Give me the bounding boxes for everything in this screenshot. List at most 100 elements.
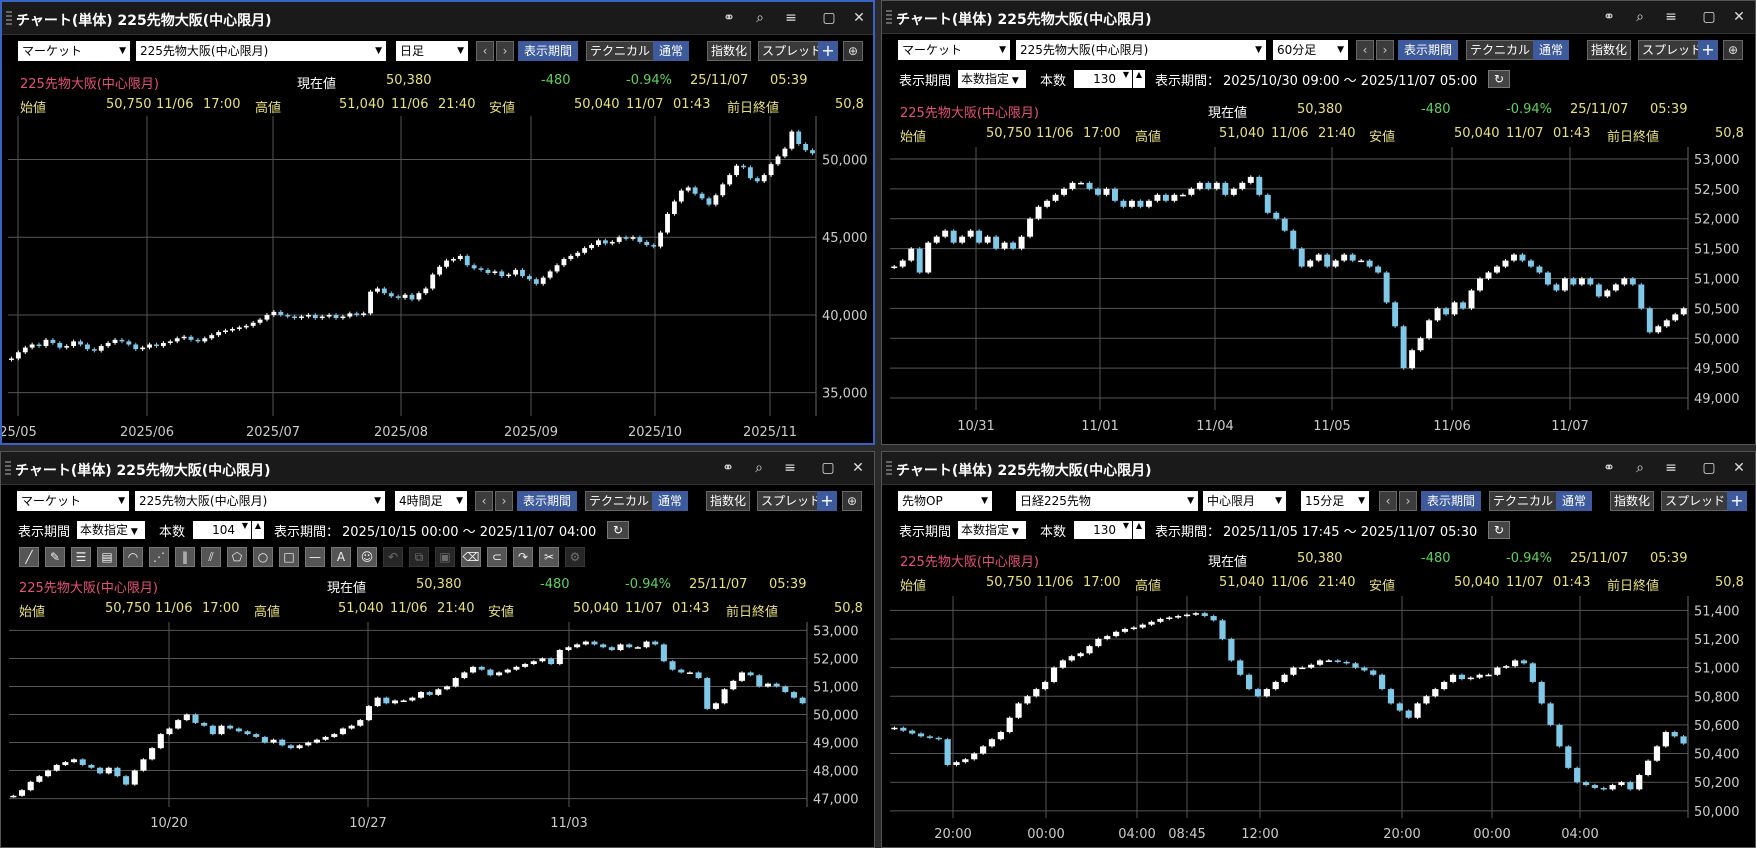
undo-icon[interactable]: ↶ bbox=[383, 547, 403, 567]
add-icon[interactable]: + bbox=[817, 491, 837, 511]
restore-icon[interactable]: ▢ bbox=[822, 10, 836, 26]
menu-icon[interactable]: ≡ bbox=[1665, 460, 1677, 476]
redo-icon[interactable]: ↷ bbox=[513, 547, 533, 567]
zoom-icon[interactable]: ⊕ bbox=[843, 41, 863, 61]
titlebar[interactable]: チャート(単体) 225先物大阪(中心限月) ⚭ ⌕ ≡ ▢ ✕ bbox=[882, 1, 1755, 34]
count-stepper-up[interactable]: ▲ bbox=[252, 521, 264, 539]
line-tool-icon[interactable]: ╱ bbox=[19, 547, 39, 567]
interval-select[interactable]: 4時間足 bbox=[395, 491, 467, 511]
zoom-icon[interactable]: ⊕ bbox=[842, 491, 862, 511]
normal-button[interactable]: 通常 bbox=[1556, 491, 1593, 511]
menu-icon[interactable]: ≡ bbox=[1665, 9, 1677, 25]
count-stepper-up[interactable]: ▲ bbox=[1133, 70, 1145, 88]
link-icon[interactable]: ⚭ bbox=[722, 460, 734, 476]
add-icon[interactable]: + bbox=[1727, 491, 1747, 511]
market-select[interactable]: マーケット bbox=[18, 41, 130, 61]
pencil-tool-icon[interactable]: ✎ bbox=[45, 547, 65, 567]
drag-grip-icon[interactable] bbox=[6, 11, 12, 27]
pentagon-tool-icon[interactable]: ⬠ bbox=[227, 547, 247, 567]
symbol-select[interactable]: 225先物大阪(中心限月) bbox=[136, 41, 386, 61]
prev-icon[interactable]: ‹ bbox=[1379, 491, 1397, 511]
count-stepper[interactable]: ▼ bbox=[1120, 521, 1132, 539]
count-stepper[interactable]: ▼ bbox=[1120, 70, 1132, 88]
close-icon[interactable]: ✕ bbox=[853, 10, 865, 26]
channel-tool-icon[interactable]: ⫽ bbox=[201, 547, 221, 567]
reload-icon[interactable]: ↻ bbox=[607, 521, 629, 539]
index-button[interactable]: 指数化 bbox=[1587, 40, 1632, 60]
period-mode-select[interactable]: 本数指定 bbox=[77, 521, 145, 539]
drag-grip-icon[interactable] bbox=[886, 10, 892, 26]
magnet-icon[interactable]: ⊂ bbox=[487, 547, 507, 567]
reload-icon[interactable]: ↻ bbox=[1488, 70, 1510, 88]
interval-select[interactable]: 15分足 bbox=[1301, 491, 1369, 511]
add-icon[interactable]: + bbox=[818, 41, 838, 61]
interval-select[interactable]: 60分足 bbox=[1273, 40, 1348, 60]
spread-button[interactable]: スプレッド bbox=[757, 491, 826, 511]
drag-grip-icon[interactable] bbox=[5, 461, 11, 477]
technical-button[interactable]: テクニカル bbox=[585, 491, 654, 511]
index-button[interactable]: 指数化 bbox=[707, 41, 752, 61]
search-icon[interactable]: ⌕ bbox=[1636, 9, 1644, 25]
close-icon[interactable]: ✕ bbox=[852, 460, 864, 476]
zoom-icon[interactable]: ⊕ bbox=[1723, 40, 1743, 60]
link-icon[interactable]: ⚭ bbox=[1603, 460, 1615, 476]
link-icon[interactable]: ⚭ bbox=[1603, 9, 1615, 25]
count-stepper-up[interactable]: ▲ bbox=[1133, 521, 1145, 539]
month-select[interactable]: 中心限月 bbox=[1203, 491, 1286, 511]
link-icon[interactable]: ⚭ bbox=[723, 10, 735, 26]
market-select[interactable]: マーケット bbox=[898, 40, 1010, 60]
text-tool-icon[interactable]: A bbox=[331, 547, 351, 567]
search-icon[interactable]: ⌕ bbox=[756, 10, 764, 26]
candlestick-chart[interactable]: 50,000 50,200 50,400 50,600 50,800 51,000 51,2… bbox=[882, 596, 1755, 847]
index-button[interactable]: 指数化 bbox=[1610, 491, 1655, 511]
search-icon[interactable]: ⌕ bbox=[755, 460, 763, 476]
restore-icon[interactable]: ▢ bbox=[1702, 460, 1716, 476]
period-mode-select[interactable]: 本数指定 bbox=[958, 521, 1026, 539]
interval-select[interactable]: 日足 bbox=[396, 41, 468, 61]
candlestick-chart[interactable]: 35,000 40,000 45,000 50,000 25/05 2025/06 2025… bbox=[2, 116, 873, 445]
next-icon[interactable]: › bbox=[496, 41, 514, 61]
period-button[interactable]: 表示期間 bbox=[517, 491, 578, 511]
next-icon[interactable]: › bbox=[1399, 491, 1417, 511]
hline-tool-icon[interactable]: — bbox=[305, 547, 325, 567]
count-input[interactable]: 130 bbox=[1074, 70, 1120, 88]
grid-tool-icon[interactable]: ▤ bbox=[97, 547, 117, 567]
period-button[interactable]: 表示期間 bbox=[518, 41, 579, 61]
spread-button[interactable]: スプレッド bbox=[1661, 491, 1730, 511]
menu-icon[interactable]: ≡ bbox=[784, 460, 796, 476]
symbol-select[interactable]: 日経225先物 bbox=[1016, 491, 1198, 511]
copy-icon[interactable]: ⧉ bbox=[409, 547, 429, 567]
symbol-select[interactable]: 225先物大阪(中心限月) bbox=[135, 491, 385, 511]
count-stepper[interactable]: ▼ bbox=[239, 521, 251, 539]
delete-tool-icon[interactable]: ✂ bbox=[539, 547, 559, 567]
restore-icon[interactable]: ▢ bbox=[1702, 9, 1716, 25]
icon-tool-icon[interactable]: ☺ bbox=[357, 547, 377, 567]
paste-icon[interactable]: ▣ bbox=[435, 547, 455, 567]
hlines-tool-icon[interactable]: ☰ bbox=[71, 547, 91, 567]
market-select[interactable]: マーケット bbox=[17, 491, 129, 511]
technical-button[interactable]: テクニカル bbox=[1489, 491, 1558, 511]
period-button[interactable]: 表示期間 bbox=[1421, 491, 1482, 511]
fan-tool-icon[interactable]: ⋰ bbox=[149, 547, 169, 567]
drag-grip-icon[interactable] bbox=[886, 461, 892, 477]
count-input[interactable]: 130 bbox=[1074, 521, 1120, 539]
technical-button[interactable]: テクニカル bbox=[586, 41, 655, 61]
normal-button[interactable]: 通常 bbox=[653, 41, 690, 61]
titlebar[interactable]: チャート(単体) 225先物大阪(中心限月) ⚭ ⌕ ≡ ▢ ✕ bbox=[2, 2, 873, 35]
close-icon[interactable]: ✕ bbox=[1733, 9, 1745, 25]
market-select[interactable]: 先物OP bbox=[898, 491, 992, 511]
titlebar[interactable]: チャート(単体) 225先物大阪(中心限月) ⚭ ⌕ ≡ ▢ ✕ bbox=[1, 452, 874, 485]
vlines-tool-icon[interactable]: ‖ bbox=[175, 547, 195, 567]
spread-button[interactable]: スプレッド bbox=[1638, 40, 1707, 60]
period-button[interactable]: 表示期間 bbox=[1398, 40, 1459, 60]
technical-button[interactable]: テクニカル bbox=[1466, 40, 1535, 60]
search-icon[interactable]: ⌕ bbox=[1636, 460, 1644, 476]
prev-icon[interactable]: ‹ bbox=[1356, 40, 1374, 60]
menu-icon[interactable]: ≡ bbox=[785, 10, 797, 26]
circle-tool-icon[interactable]: ○ bbox=[253, 547, 273, 567]
prev-icon[interactable]: ‹ bbox=[476, 41, 494, 61]
rect-tool-icon[interactable]: □ bbox=[279, 547, 299, 567]
candlestick-chart[interactable]: 47,000 48,000 49,000 50,000 51,000 52,000 53,0… bbox=[1, 622, 874, 847]
candlestick-chart[interactable]: 49,000 49,500 50,000 50,500 51,000 51,500 52,0… bbox=[882, 147, 1755, 444]
normal-button[interactable]: 通常 bbox=[652, 491, 689, 511]
